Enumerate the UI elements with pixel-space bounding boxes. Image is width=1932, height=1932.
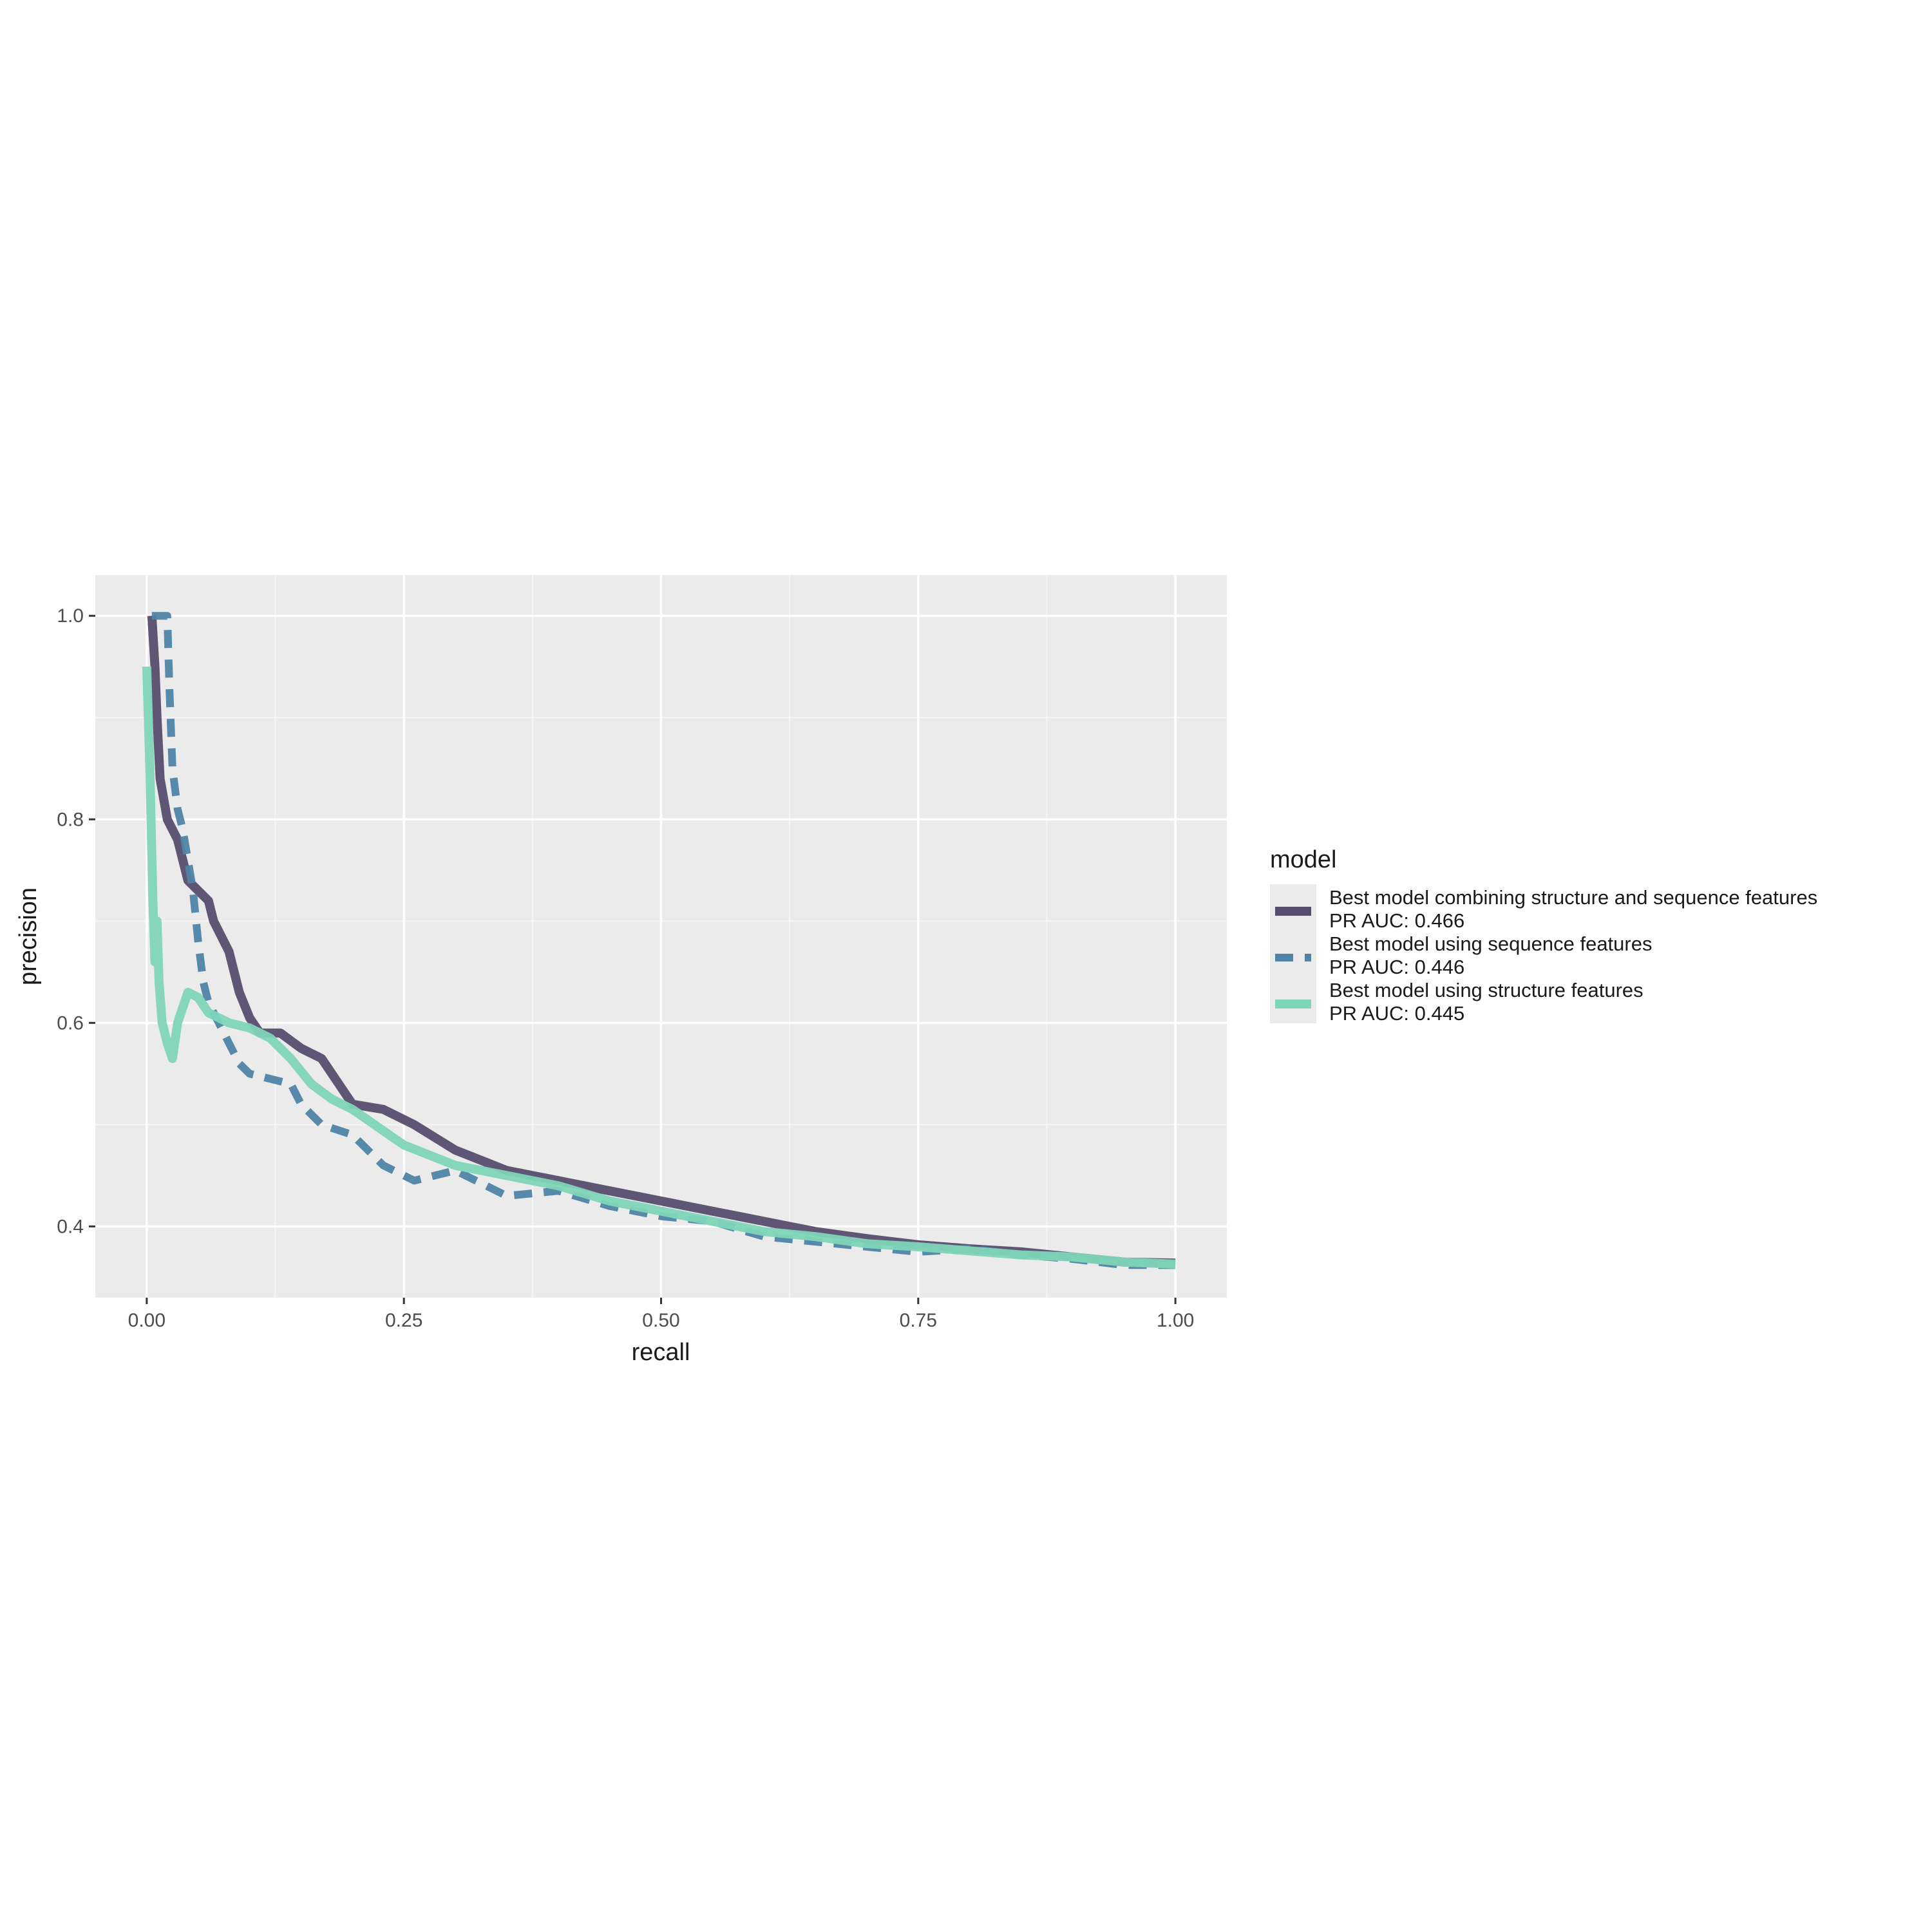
legend: model Best model combining structure and… xyxy=(1270,846,1817,1025)
legend-label: Best model using sequence features xyxy=(1329,933,1652,955)
series-line-3 xyxy=(142,666,1176,1269)
x-tick-label: 1.00 xyxy=(1157,1310,1194,1331)
series-line-1 xyxy=(147,615,1176,1268)
legend-label-auc: PR AUC: 0.466 xyxy=(1329,909,1464,932)
x-tick-label: 0.00 xyxy=(128,1310,166,1331)
series-layer xyxy=(142,612,1176,1269)
legend-label-auc: PR AUC: 0.446 xyxy=(1329,956,1464,978)
legend-label: Best model using structure features xyxy=(1329,979,1643,1001)
y-axis-title: precision xyxy=(15,887,42,985)
y-tick-label: 0.6 xyxy=(57,1012,84,1034)
legend-label: Best model combining structure and seque… xyxy=(1329,886,1817,909)
legend-label-auc: PR AUC: 0.445 xyxy=(1329,1002,1464,1025)
legend-title: model xyxy=(1270,846,1337,873)
x-tick-label: 0.50 xyxy=(642,1310,679,1331)
y-tick-label: 0.8 xyxy=(57,809,84,830)
x-tick-label: 0.75 xyxy=(900,1310,937,1331)
x-axis-ticks: 0.00 0.25 0.50 0.75 1.00 xyxy=(128,1298,1194,1331)
legend-keys: Best model combining structure and seque… xyxy=(1270,884,1817,1025)
x-axis-title: recall xyxy=(632,1339,690,1366)
y-tick-label: 1.0 xyxy=(57,605,84,627)
y-tick-label: 0.4 xyxy=(57,1216,84,1237)
y-axis-ticks: 0.4 0.6 0.8 1.0 xyxy=(57,605,95,1237)
x-tick-label: 0.25 xyxy=(385,1310,422,1331)
